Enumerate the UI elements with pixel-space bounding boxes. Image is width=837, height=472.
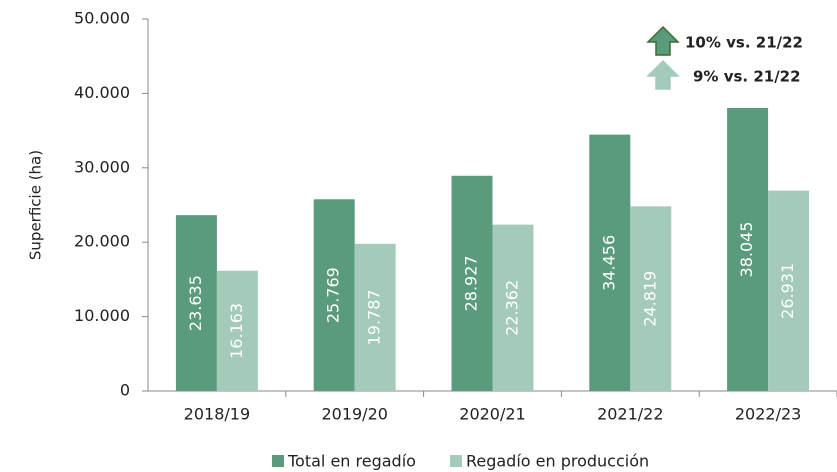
bar [727, 107, 769, 392]
y-tick-label: 50.000 [74, 9, 130, 28]
legend-label: Regadío en producción [466, 452, 649, 471]
y-tick-label: 30.000 [74, 157, 130, 176]
bar [313, 199, 355, 391]
annotation-arrow [646, 25, 680, 56]
bar [451, 175, 493, 391]
value-label: 38.045 [737, 221, 756, 277]
value-label: 34.456 [599, 235, 618, 291]
value-label: 22.362 [503, 280, 522, 336]
value-label: 16.163 [227, 303, 246, 359]
bar [216, 270, 258, 391]
bar [175, 215, 217, 391]
bar [354, 243, 396, 391]
annotation-text: 9% vs. 21/22 [693, 68, 801, 86]
value-label: 24.819 [640, 271, 659, 327]
bar [589, 134, 631, 392]
value-label: 19.787 [365, 289, 384, 345]
y-tick-label: 20.000 [74, 232, 130, 251]
y-axis-label: Superficie (ha) [27, 150, 45, 260]
bar [630, 206, 672, 391]
value-label: 25.769 [324, 267, 343, 323]
x-tick-label: 2018/19 [184, 405, 250, 424]
annotation-arrow [646, 59, 680, 90]
annotation-text: 10% vs. 21/22 [685, 34, 803, 52]
bar [492, 224, 534, 391]
value-label: 28.927 [462, 255, 481, 311]
bar [768, 190, 810, 391]
legend-label: Total en regadío [287, 452, 416, 471]
y-tick-label: 0 [120, 381, 130, 400]
legend-swatch [272, 455, 284, 467]
x-tick-label: 2020/21 [459, 405, 525, 424]
legend-swatch [449, 455, 462, 467]
x-tick-label: 2022/23 [735, 405, 801, 424]
x-tick-label: 2019/20 [321, 405, 387, 424]
value-label: 26.931 [778, 263, 797, 319]
y-tick-label: 40.000 [74, 83, 130, 102]
x-tick-label: 2021/22 [597, 405, 663, 424]
value-label: 23.635 [186, 275, 205, 331]
y-tick-label: 10.000 [74, 306, 130, 325]
